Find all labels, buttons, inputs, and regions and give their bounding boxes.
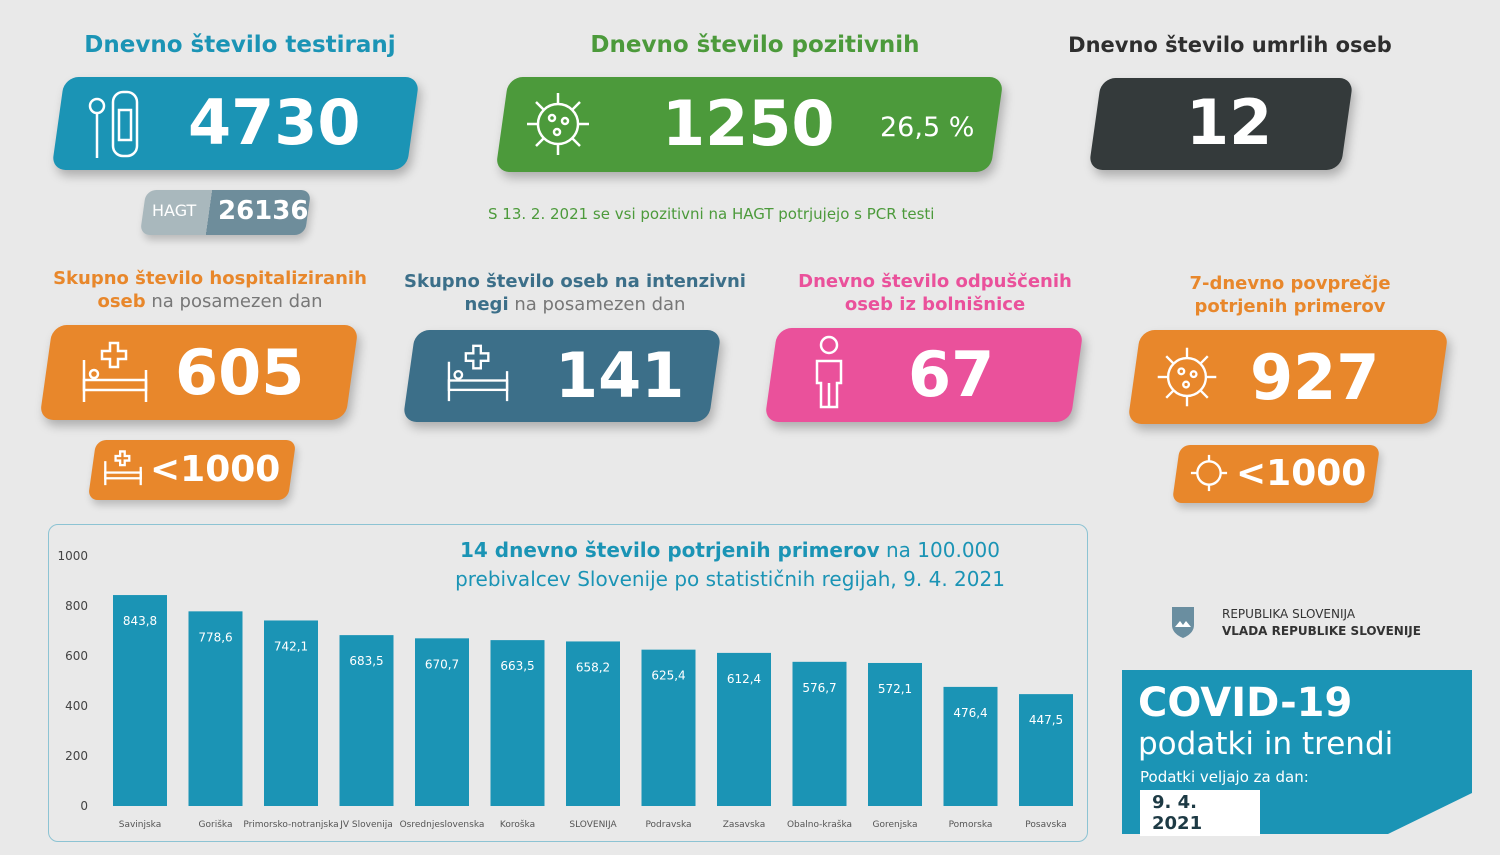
y-tick-label: 600 — [65, 649, 88, 663]
discharged-title1: Dnevno število odpuščenih — [798, 271, 1072, 292]
positive-percent: 26,5 % — [880, 112, 975, 143]
data-label: 476,4 — [953, 706, 987, 720]
chart-title-rest: na 100.000 — [879, 538, 1000, 562]
bar — [188, 611, 243, 806]
person-icon — [815, 335, 843, 409]
bar — [717, 652, 771, 806]
hospital-bed-icon — [447, 344, 509, 402]
hospital-title-bold1: Skupno število hospitaliziranih — [53, 268, 367, 289]
data-label: 663,5 — [500, 659, 534, 673]
hospital-threshold: <1000 — [150, 449, 281, 490]
bar — [264, 620, 318, 806]
valid-label: Podatki veljajo za dan: — [1140, 768, 1309, 786]
icu-value: 141 — [555, 339, 685, 412]
data-label: 576,7 — [802, 681, 836, 695]
icu-title-light: na posamezen dan — [508, 294, 686, 315]
avg7-threshold: <1000 — [1236, 453, 1367, 494]
x-tick-label: Podravska — [645, 820, 691, 830]
avg7-title: 7-dnevno povprečje potrjenih primerov — [1110, 272, 1470, 318]
hospital-value: 605 — [175, 336, 305, 409]
x-tick-label: Gorenjska — [873, 820, 918, 830]
tests-value: 4730 — [188, 86, 361, 159]
avg7-title1: 7-dnevno povprečje — [1189, 273, 1391, 294]
x-tick-label: Posavska — [1025, 820, 1066, 830]
icu-title-bold2: negi — [464, 294, 509, 315]
hospital-title-light: na posamezen dan — [145, 291, 323, 312]
y-tick-label: 200 — [65, 749, 88, 763]
data-label: 612,4 — [727, 672, 761, 686]
bar — [113, 595, 167, 806]
hospital-title-bold2: oseb — [97, 291, 146, 312]
avg7-title2: potrjenih primerov — [1194, 296, 1386, 317]
bar — [415, 638, 469, 806]
data-label: 572,1 — [878, 682, 912, 696]
avg7-value: 927 — [1250, 341, 1380, 414]
icu-title: Skupno število oseb na intenzivni negi na… — [395, 270, 755, 316]
hospital-bed-icon — [104, 450, 142, 486]
bar — [943, 686, 998, 806]
y-tick-label: 400 — [65, 699, 88, 713]
x-tick-label: Koroška — [500, 819, 535, 830]
y-tick-label: 800 — [65, 599, 88, 613]
bar — [1019, 694, 1073, 806]
hagt-value: 26136 — [218, 196, 309, 226]
icu-title-bold1: Skupno število oseb na intenzivni — [404, 271, 746, 292]
y-tick-label: 1000 — [57, 549, 88, 563]
x-tick-label: Primorsko-notranjska — [243, 820, 338, 830]
hagt-label: HAGT — [152, 201, 197, 220]
tests-title: Dnevno število testiranj — [84, 32, 396, 58]
data-label: 625,4 — [651, 669, 685, 683]
deaths-value: 12 — [1186, 86, 1273, 159]
x-tick-label: JV Slovenija — [339, 820, 392, 830]
data-label: 742,1 — [274, 639, 308, 653]
banner-subtitle: podatki in trendi — [1138, 726, 1394, 762]
positive-value: 1250 — [662, 87, 835, 160]
discharged-title2: oseb iz bolnišnice — [844, 294, 1026, 315]
test-kit-icon — [88, 90, 139, 158]
branding-line1: REPUBLIKA SLOVENIJA — [1222, 607, 1356, 621]
data-label: 658,2 — [576, 660, 610, 674]
virus-icon — [1157, 347, 1217, 407]
x-tick-label: SLOVENIJA — [569, 820, 617, 830]
virus-icon — [1190, 454, 1228, 492]
chart-title: 14 dnevno število potrjenih primerov na … — [380, 536, 1080, 594]
chart-frame — [48, 524, 1088, 842]
y-tick-label: 0 — [80, 799, 88, 813]
x-tick-label: Pomorska — [949, 820, 993, 830]
banner-title: COVID-19 — [1138, 680, 1353, 726]
bar — [868, 662, 922, 806]
bar — [490, 640, 545, 806]
branding-line2: VLADA REPUBLIKE SLOVENIJE — [1222, 624, 1421, 638]
data-label: 447,5 — [1029, 713, 1063, 727]
virus-icon — [527, 93, 589, 155]
x-tick-label: Savinjska — [119, 820, 162, 830]
data-label: 670,7 — [425, 657, 459, 671]
hospital-title: Skupno število hospitaliziranih oseb na p… — [30, 267, 390, 313]
data-label: 843,8 — [123, 614, 157, 628]
bar — [566, 641, 620, 806]
positive-title: Dnevno število pozitivnih — [590, 32, 920, 58]
chart-title-bold: 14 dnevno število potrjenih primerov — [459, 538, 880, 562]
x-tick-label: Goriška — [199, 819, 233, 830]
data-label: 683,5 — [349, 654, 383, 668]
deaths-title: Dnevno število umrlih oseb — [1068, 33, 1392, 57]
discharged-title: Dnevno število odpuščenih oseb iz bolnišn… — [755, 270, 1115, 316]
chart-title-line2: prebivalcev Slovenije po statističnih re… — [455, 567, 1005, 591]
bar — [339, 635, 394, 806]
x-tick-label: Osrednjeslovenska — [400, 820, 485, 830]
x-tick-label: Obalno-kraška — [787, 819, 852, 830]
hospital-bed-icon — [82, 341, 148, 402]
positive-note: S 13. 2. 2021 se vsi pozitivni na HAGT p… — [488, 205, 935, 223]
discharged-value: 67 — [908, 338, 995, 411]
bar — [792, 661, 847, 806]
data-label: 778,6 — [198, 630, 232, 644]
date-badge: 9. 4. 2021 — [1140, 790, 1260, 836]
coat-of-arms-logo — [1172, 607, 1194, 638]
x-tick-label: Zasavska — [723, 820, 765, 830]
bar — [641, 649, 696, 806]
